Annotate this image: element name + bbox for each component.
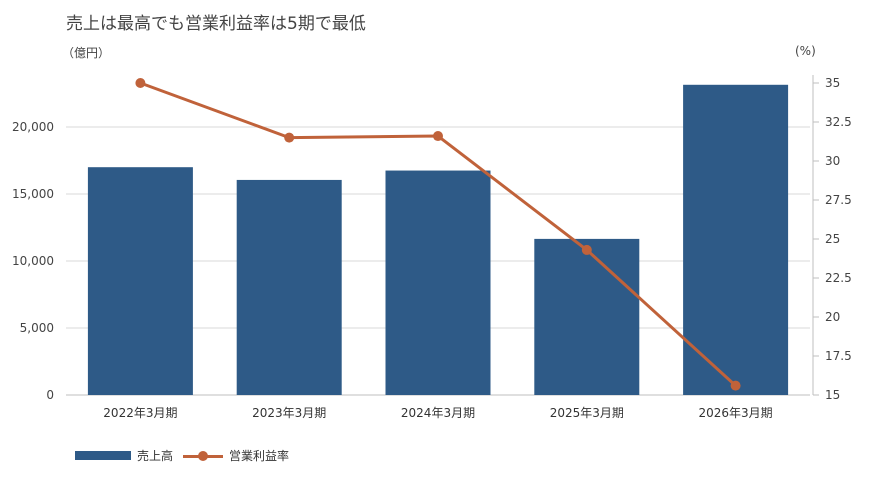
y-right-tick-label: 17.5 <box>825 349 852 363</box>
y-right-tick-label: 32.5 <box>825 115 852 129</box>
bar-4 <box>534 238 640 395</box>
y-right-tick-label: 27.5 <box>825 193 852 207</box>
x-tick-label-1: 2022年3月期 <box>103 406 177 420</box>
bar-3 <box>385 170 491 395</box>
y-right-tick-label: 30 <box>825 154 840 168</box>
margin-point-4 <box>581 244 592 255</box>
margin-point-2 <box>284 132 295 143</box>
combo-chart: 0 5,000 10,000 15,000 20,000 15 17.5 20 22.5 25 27… <box>12 75 852 420</box>
y-left-tick-label: 10,000 <box>12 254 54 268</box>
right-axis-unit: (%) <box>795 44 816 58</box>
y-left-tick-label: 5,000 <box>20 321 54 335</box>
x-tick-label-5: 2026年3月期 <box>699 406 773 420</box>
y-left-tick-label: 15,000 <box>12 187 54 201</box>
legend-bar-swatch <box>75 451 131 460</box>
x-tick-label-3: 2024年3月期 <box>401 406 475 420</box>
bar-2 <box>236 179 342 395</box>
y-left-tick-label: 20,000 <box>12 120 54 134</box>
margin-point-5 <box>730 380 741 391</box>
legend-line-swatch <box>183 449 223 463</box>
left-axis-unit: （億円） <box>62 46 111 60</box>
x-tick-label-4: 2025年3月期 <box>550 406 624 420</box>
bar-5 <box>683 84 789 395</box>
margin-point-1 <box>135 78 146 88</box>
y-left-tick-label: 0 <box>46 388 54 402</box>
x-tick-label-2: 2023年3月期 <box>252 406 326 420</box>
legend-margin: 営業利益率 <box>183 447 289 464</box>
y-right-tick-label: 20 <box>825 310 840 324</box>
y-right-tick-label: 22.5 <box>825 271 852 285</box>
legend-sales: 売上高 <box>75 447 173 464</box>
y-right-tick-label: 35 <box>825 76 840 90</box>
bar-1 <box>87 167 193 395</box>
y-right-tick-label: 15 <box>825 388 840 402</box>
chart-title: 売上は最高でも営業利益率は5期で最低 <box>66 14 366 34</box>
legend-margin-label: 営業利益率 <box>229 449 290 463</box>
legend-sales-label: 売上高 <box>137 449 174 463</box>
margin-point-3 <box>433 131 443 142</box>
y-right-tick-label: 25 <box>825 232 840 246</box>
